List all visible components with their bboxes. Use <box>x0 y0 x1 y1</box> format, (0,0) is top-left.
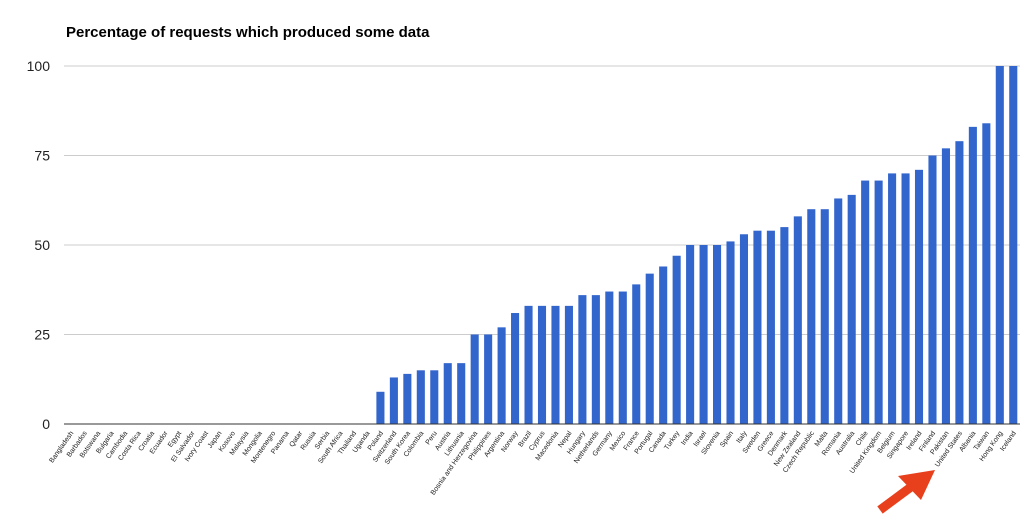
bar-brazil <box>524 305 533 424</box>
bar-nepal <box>564 305 573 424</box>
bar-switzerland <box>389 377 398 424</box>
bar-philippines <box>484 334 493 424</box>
bar-cyprus <box>537 305 547 424</box>
bar-south-korea <box>403 373 412 424</box>
bar-spain <box>726 241 735 424</box>
bar-macedonia <box>551 305 560 424</box>
y-tick-label-0: 0 <box>42 416 50 432</box>
bar-finland <box>928 155 937 424</box>
bar-malta <box>820 209 829 424</box>
arrow-head <box>898 470 935 500</box>
bar-albania <box>968 126 977 425</box>
y-tick-label-50: 50 <box>34 237 50 253</box>
bar-norway <box>511 313 520 424</box>
bar-lithuania <box>457 363 466 424</box>
bar-peru <box>430 370 439 424</box>
bar-poland <box>376 391 385 424</box>
bar-slovenia <box>713 245 722 424</box>
bar-turkey <box>672 255 681 424</box>
y-axis-tick-labels: 0 25 50 75 100 <box>27 58 51 432</box>
bar-canada <box>659 266 668 424</box>
bar-australia <box>847 194 856 424</box>
bar-austria <box>443 363 452 424</box>
bar-denmark <box>780 227 789 424</box>
bar-ireland <box>914 169 924 424</box>
bar-romania <box>834 198 843 424</box>
x-tick-label-spain: Spain <box>719 430 735 449</box>
bar-chile <box>861 180 870 424</box>
bar-hungary <box>578 295 587 424</box>
bar-pakistan <box>941 148 950 424</box>
arrow-annotation <box>877 470 935 514</box>
bars <box>376 66 1018 425</box>
bar-germany <box>605 291 614 424</box>
y-tick-label-100: 100 <box>27 58 51 74</box>
bar-israel <box>699 245 708 424</box>
y-tick-label-75: 75 <box>34 148 50 164</box>
bar-portugal <box>645 273 654 424</box>
y-tick-label-25: 25 <box>34 327 50 343</box>
bar-bosnia-and-herzegovina <box>470 334 479 424</box>
bar-united-kingdom <box>874 180 883 424</box>
bar-united-states <box>955 141 964 424</box>
bar-czech-republic <box>807 209 816 424</box>
bar-mexico <box>618 291 627 424</box>
bar-new-zealand <box>793 216 802 424</box>
bar-belgium <box>888 173 897 424</box>
bar-france <box>632 284 641 424</box>
bar-singapore <box>901 173 910 424</box>
chart-title: Percentage of requests which produced so… <box>66 24 430 41</box>
bar-iceland <box>1009 66 1018 424</box>
bar-sweden <box>753 230 762 424</box>
bar-italy <box>739 234 749 424</box>
bar-netherlands <box>591 295 600 424</box>
bar-greece <box>766 230 775 424</box>
bar-colombia <box>416 370 425 424</box>
bar-hong-kong <box>995 66 1004 424</box>
bar-taiwan <box>982 123 991 424</box>
bar-argentina <box>497 327 506 424</box>
x-axis-tick-labels: BangladeshBarbadosBotswanaBulgariaCambod… <box>48 430 1018 497</box>
arrow-shaft <box>877 480 918 514</box>
bar-india <box>686 245 695 424</box>
